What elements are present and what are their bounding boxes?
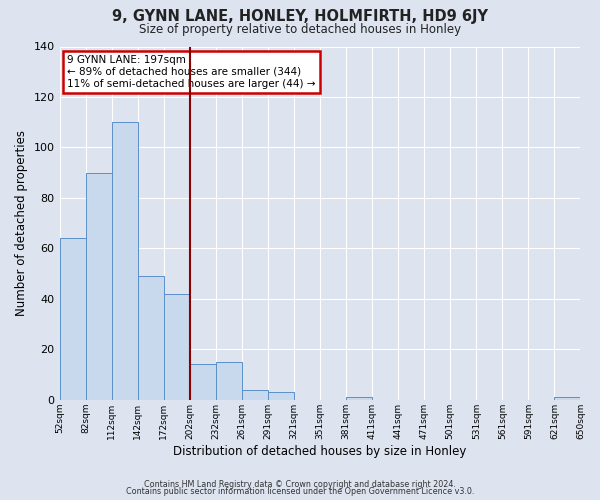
Bar bbox=[59, 238, 86, 400]
Text: Contains HM Land Registry data © Crown copyright and database right 2024.: Contains HM Land Registry data © Crown c… bbox=[144, 480, 456, 489]
Bar bbox=[242, 390, 268, 400]
Text: Contains public sector information licensed under the Open Government Licence v3: Contains public sector information licen… bbox=[126, 487, 474, 496]
Bar bbox=[164, 294, 190, 400]
Bar bbox=[346, 398, 372, 400]
Text: 9, GYNN LANE, HONLEY, HOLMFIRTH, HD9 6JY: 9, GYNN LANE, HONLEY, HOLMFIRTH, HD9 6JY bbox=[112, 9, 488, 24]
Bar bbox=[112, 122, 137, 400]
Text: 9 GYNN LANE: 197sqm
← 89% of detached houses are smaller (344)
11% of semi-detac: 9 GYNN LANE: 197sqm ← 89% of detached ho… bbox=[67, 56, 316, 88]
Bar bbox=[190, 364, 216, 400]
X-axis label: Distribution of detached houses by size in Honley: Distribution of detached houses by size … bbox=[173, 444, 467, 458]
Bar bbox=[86, 172, 112, 400]
Bar bbox=[137, 276, 164, 400]
Text: Size of property relative to detached houses in Honley: Size of property relative to detached ho… bbox=[139, 22, 461, 36]
Y-axis label: Number of detached properties: Number of detached properties bbox=[15, 130, 28, 316]
Bar bbox=[268, 392, 294, 400]
Bar bbox=[554, 398, 581, 400]
Bar bbox=[216, 362, 242, 400]
